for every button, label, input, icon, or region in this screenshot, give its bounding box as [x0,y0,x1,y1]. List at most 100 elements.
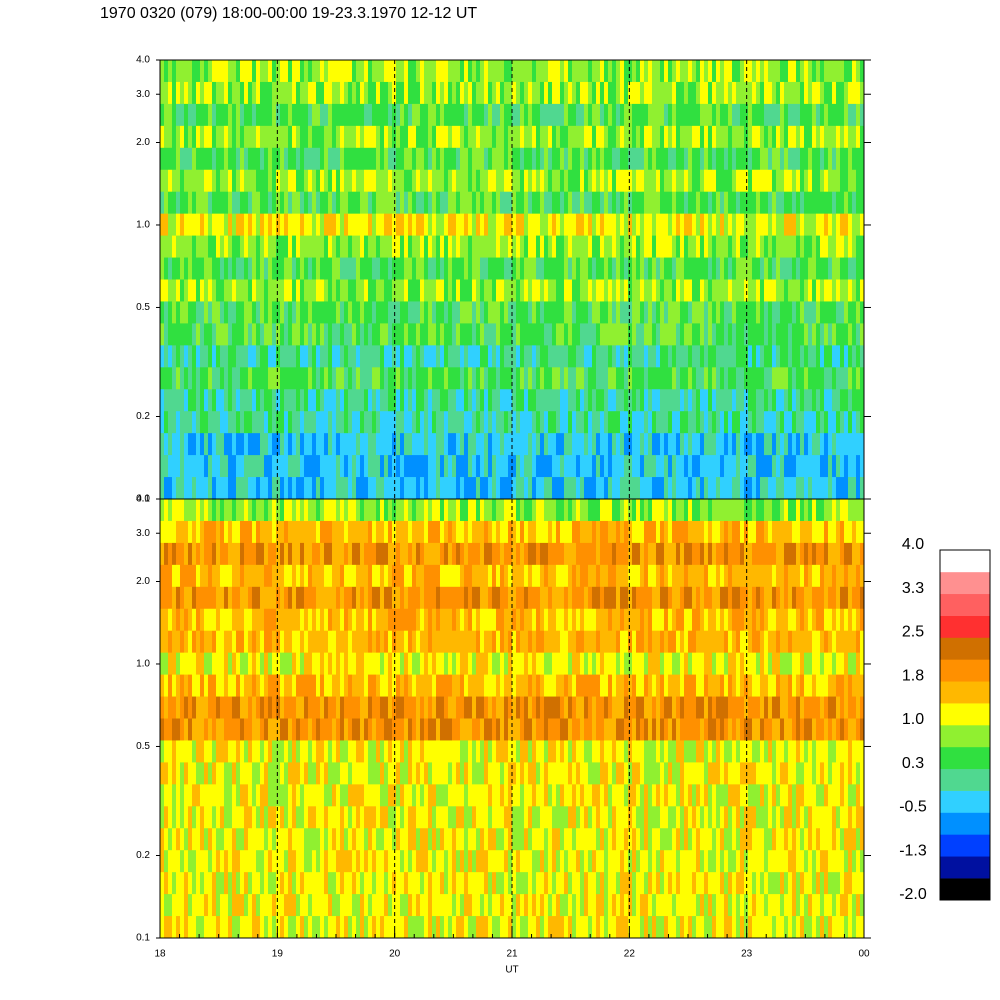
spectrogram-cell [296,564,301,588]
spectrogram-cell [800,433,805,456]
spectrogram-cell [484,345,489,368]
spectrogram-cell [788,257,793,280]
spectrogram-cell [796,81,801,105]
spectrogram-cell [728,169,733,193]
spectrogram-cell [512,411,517,434]
spectrogram-cell [328,674,333,698]
spectrogram-cell [644,147,649,171]
spectrogram-cell [196,564,201,588]
spectrogram-cell [432,389,437,412]
spectrogram-cell [188,345,193,368]
spectrogram-cell [632,323,637,346]
spectrogram-cell [408,872,413,895]
spectrogram-cell [388,740,393,763]
spectrogram-cell [208,652,213,676]
spectrogram-cell [776,367,781,390]
spectrogram-cell [284,389,289,412]
spectrogram-cell [380,411,385,434]
spectrogram-cell [512,213,517,237]
spectrogram-cell [808,455,813,478]
spectrogram-cell [280,828,285,851]
spectrogram-cell [232,674,237,698]
spectrogram-cell [316,542,321,566]
spectrogram-cell [248,718,253,741]
spectrogram-cell [660,81,665,105]
spectrogram-cell [616,455,621,478]
spectrogram-cell [616,389,621,412]
spectrogram-cell [796,257,801,280]
spectrogram-cell [444,147,449,171]
spectrogram-cell [860,455,865,478]
spectrogram-cell [656,389,661,412]
spectrogram-cell [380,345,385,368]
spectrogram-cell [428,740,433,763]
spectrogram-cell [740,257,745,280]
spectrogram-cell [432,455,437,478]
spectrogram-cell [436,191,441,215]
spectrogram-cell [656,301,661,324]
spectrogram-cell [540,477,545,500]
spectrogram-cell [340,279,345,302]
spectrogram-cell [784,345,789,368]
spectrogram-cell [196,125,201,149]
spectrogram-cell [524,191,529,215]
spectrogram-cell [224,257,229,280]
spectrogram-cell [292,894,297,917]
spectrogram-cell [724,477,729,500]
spectrogram-cell [692,477,697,500]
spectrogram-cell [736,323,741,346]
spectrogram-cell [740,411,745,434]
spectrogram-cell [808,147,813,171]
spectrogram-cell [312,586,317,610]
spectrogram-cell [512,389,517,412]
spectrogram-cell [768,367,773,390]
spectrogram-cell [344,630,349,654]
spectrogram-cell [676,81,681,105]
spectrogram-cell [608,389,613,412]
spectrogram-cell [344,762,349,785]
spectrogram-cell [552,301,557,324]
spectrogram-cell [192,301,197,324]
spectrogram-cell [292,279,297,302]
spectrogram-cell [356,740,361,763]
spectrogram-cell [456,169,461,193]
spectrogram-cell [600,257,605,280]
spectrogram-cell [604,191,609,215]
spectrogram-cell [408,279,413,302]
spectrogram-cell [712,389,717,412]
spectrogram-cell [592,455,597,478]
spectrogram-cell [192,433,197,456]
spectrogram-cell [820,257,825,280]
spectrogram-cell [572,411,577,434]
spectrogram-cell [292,81,297,105]
spectrogram-cell [376,433,381,456]
spectrogram-cell [356,806,361,829]
spectrogram-cell [252,60,257,83]
spectrogram-cell [252,652,257,676]
spectrogram-cell [196,872,201,895]
spectrogram-cell [232,103,237,127]
spectrogram-cell [700,279,705,302]
spectrogram-cell [328,828,333,851]
spectrogram-cell [204,696,209,719]
spectrogram-cell [280,696,285,719]
spectrogram-cell [428,191,433,215]
spectrogram-cell [304,147,309,171]
spectrogram-cell [624,345,629,368]
spectrogram-cell [624,455,629,478]
spectrogram-cell [636,367,641,390]
spectrogram-cell [292,499,297,522]
spectrogram-cell [248,916,253,939]
spectrogram-cell [660,411,665,434]
spectrogram-cell [380,323,385,346]
spectrogram-cell [784,279,789,302]
spectrogram-cell [296,696,301,719]
spectrogram-cell [764,125,769,149]
spectrogram-cell [744,279,749,302]
spectrogram-cell [472,301,477,324]
spectrogram-cell [372,147,377,171]
spectrogram-cell [824,345,829,368]
spectrogram-cell [332,520,337,544]
spectrogram-cell [532,301,537,324]
spectrogram-cell [172,608,177,632]
